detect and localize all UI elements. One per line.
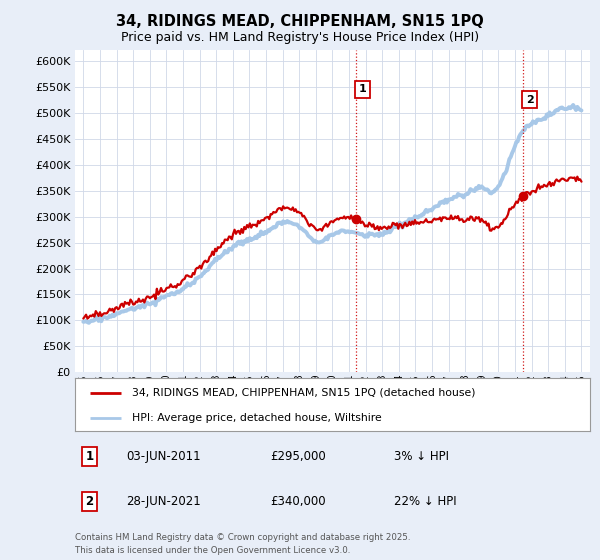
Text: 1: 1 (358, 85, 366, 94)
Text: 34, RIDINGS MEAD, CHIPPENHAM, SN15 1PQ: 34, RIDINGS MEAD, CHIPPENHAM, SN15 1PQ (116, 14, 484, 29)
Text: 34, RIDINGS MEAD, CHIPPENHAM, SN15 1PQ (detached house): 34, RIDINGS MEAD, CHIPPENHAM, SN15 1PQ (… (131, 388, 475, 398)
Text: £340,000: £340,000 (271, 495, 326, 508)
Text: 3% ↓ HPI: 3% ↓ HPI (394, 450, 449, 463)
Text: 03-JUN-2011: 03-JUN-2011 (127, 450, 201, 463)
Text: £295,000: £295,000 (271, 450, 326, 463)
Text: 28-JUN-2021: 28-JUN-2021 (127, 495, 201, 508)
Text: 22% ↓ HPI: 22% ↓ HPI (394, 495, 457, 508)
Text: 1: 1 (85, 450, 94, 463)
Text: Contains HM Land Registry data © Crown copyright and database right 2025.
This d: Contains HM Land Registry data © Crown c… (75, 533, 410, 554)
Text: Price paid vs. HM Land Registry's House Price Index (HPI): Price paid vs. HM Land Registry's House … (121, 31, 479, 44)
Text: 2: 2 (526, 95, 533, 105)
Text: HPI: Average price, detached house, Wiltshire: HPI: Average price, detached house, Wilt… (131, 413, 382, 423)
Text: 2: 2 (85, 495, 94, 508)
